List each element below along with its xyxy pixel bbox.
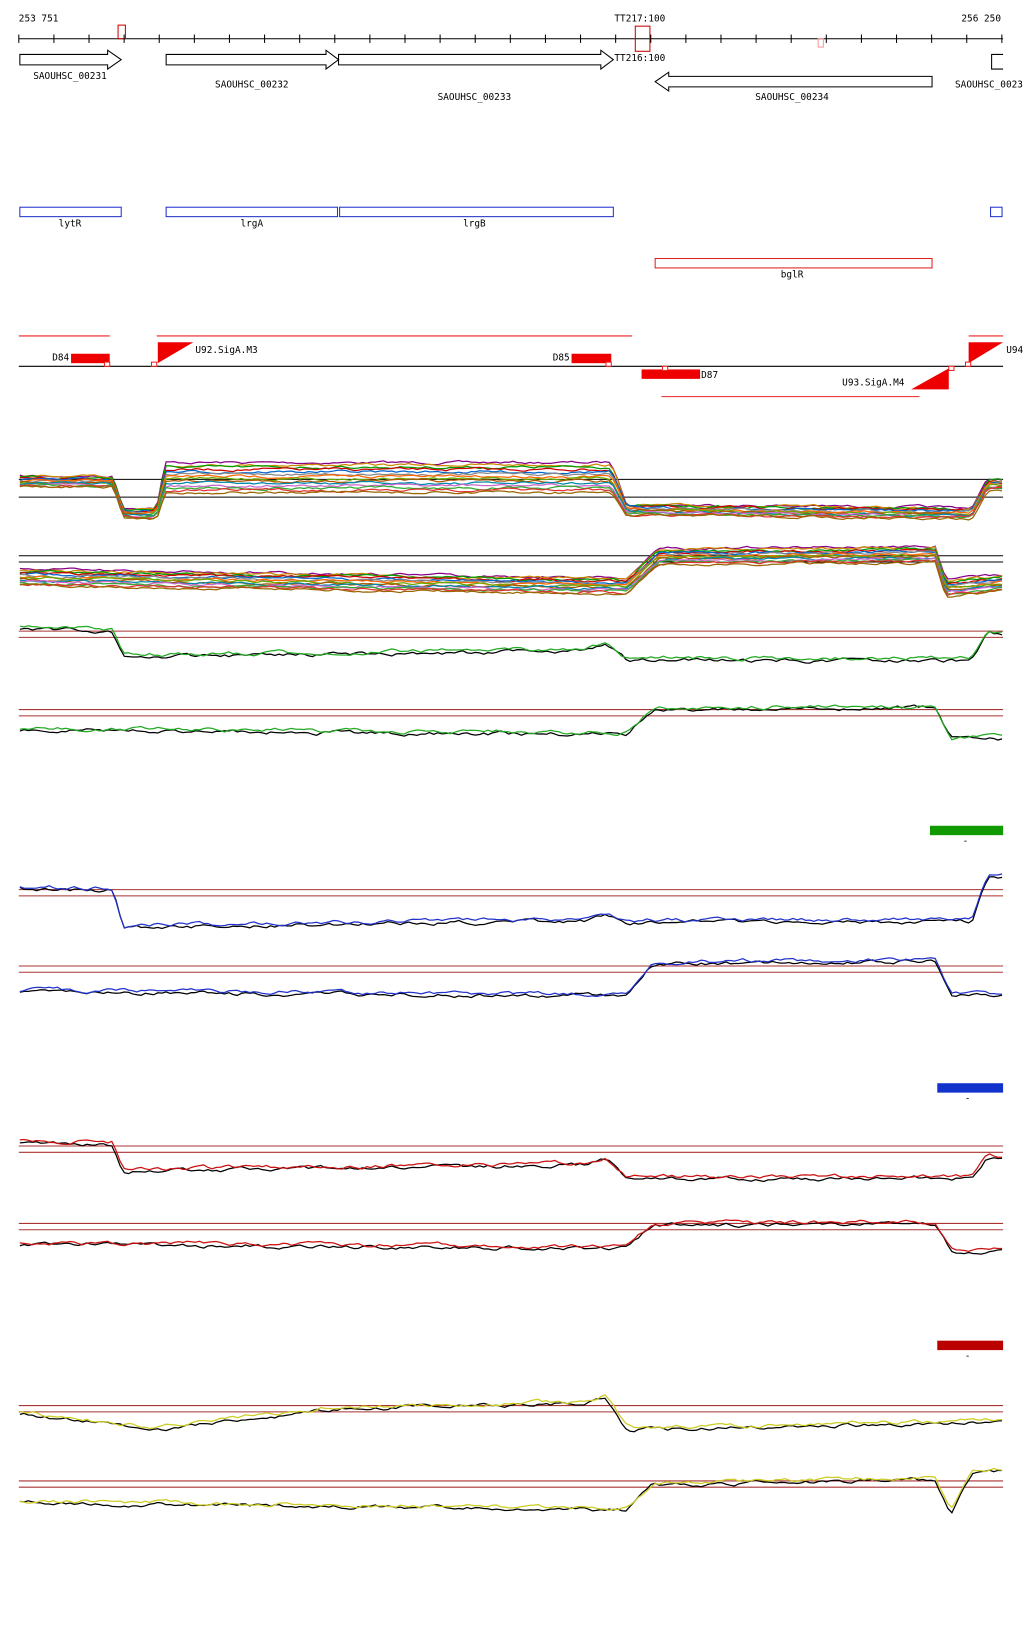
operon-label: lytR [59, 218, 82, 229]
trace [19, 704, 1003, 741]
gene-arrow [654, 71, 933, 93]
marker [117, 24, 126, 40]
site-label: U94 [1006, 345, 1023, 356]
operon [165, 206, 339, 218]
gene-label: SAOUHSC_00234 [755, 92, 829, 103]
gene-label: SAOUHSC_0023 [955, 79, 1023, 90]
trace [19, 873, 1003, 929]
gene-arrows [19, 49, 1004, 93]
trace [19, 484, 1003, 520]
trace [19, 1467, 1003, 1511]
trace [19, 1138, 1003, 1179]
promoter [157, 342, 194, 364]
site-label: U93.SigA.M4 [842, 378, 905, 389]
gene-label: SAOUHSC_00233 [438, 92, 512, 103]
trace [19, 627, 1003, 664]
trace [19, 549, 1003, 586]
promoter [968, 342, 1004, 364]
legend-bar [937, 1340, 1004, 1351]
marker-label: TT216:100 [614, 53, 665, 64]
trace [19, 466, 1003, 513]
site [571, 353, 612, 364]
trace [19, 1469, 1003, 1514]
trace [19, 1141, 1003, 1183]
site [641, 369, 701, 379]
gene-arrow [165, 49, 340, 71]
legend-bar [929, 825, 1004, 836]
trace [19, 474, 1003, 515]
trace [19, 476, 1003, 516]
promoter [911, 368, 949, 390]
site-label: D87 [701, 370, 718, 381]
trace [19, 625, 1003, 662]
marker-label: TT217:100 [614, 13, 665, 24]
operon [19, 206, 122, 218]
trace [19, 484, 1003, 521]
ruler-start: 253 751 [19, 13, 59, 24]
operon [990, 206, 1003, 218]
operon [654, 257, 933, 269]
operon-label: lrgA [241, 218, 264, 229]
legend-label: - [965, 1093, 971, 1104]
operon [339, 206, 614, 218]
legend-label: - [963, 836, 969, 847]
trace [19, 957, 1003, 998]
operon-label: lrgB [463, 218, 486, 229]
site-label: D84 [52, 352, 69, 363]
gene-arrow [19, 49, 123, 71]
legend-bar [937, 1083, 1004, 1093]
traces [18, 459, 1004, 1514]
operons [19, 206, 1003, 218]
trace [19, 482, 1003, 519]
trace [19, 560, 1003, 598]
gene-arrow [338, 49, 615, 71]
trace [19, 959, 1003, 999]
marker [634, 25, 651, 52]
site [71, 353, 110, 364]
trace [19, 559, 1003, 597]
operon-label: bglR [781, 270, 804, 281]
trace [19, 1221, 1003, 1255]
trace [19, 1394, 1003, 1430]
trace [19, 459, 1003, 511]
legend-label: - [965, 1351, 971, 1362]
trace [19, 1219, 1003, 1253]
ruler-end: 256 250 [961, 13, 1001, 24]
gene-label: SAOUHSC_00231 [33, 71, 107, 82]
site-label: U92.SigA.M3 [195, 345, 257, 356]
gene-label: SAOUHSC_00232 [215, 79, 289, 90]
trace [19, 554, 1003, 591]
trace [19, 704, 1003, 741]
trace [19, 546, 1003, 584]
site-label: D85 [553, 352, 570, 363]
marker [817, 38, 824, 48]
trace [19, 483, 1003, 519]
gene-arrow [991, 53, 1004, 70]
